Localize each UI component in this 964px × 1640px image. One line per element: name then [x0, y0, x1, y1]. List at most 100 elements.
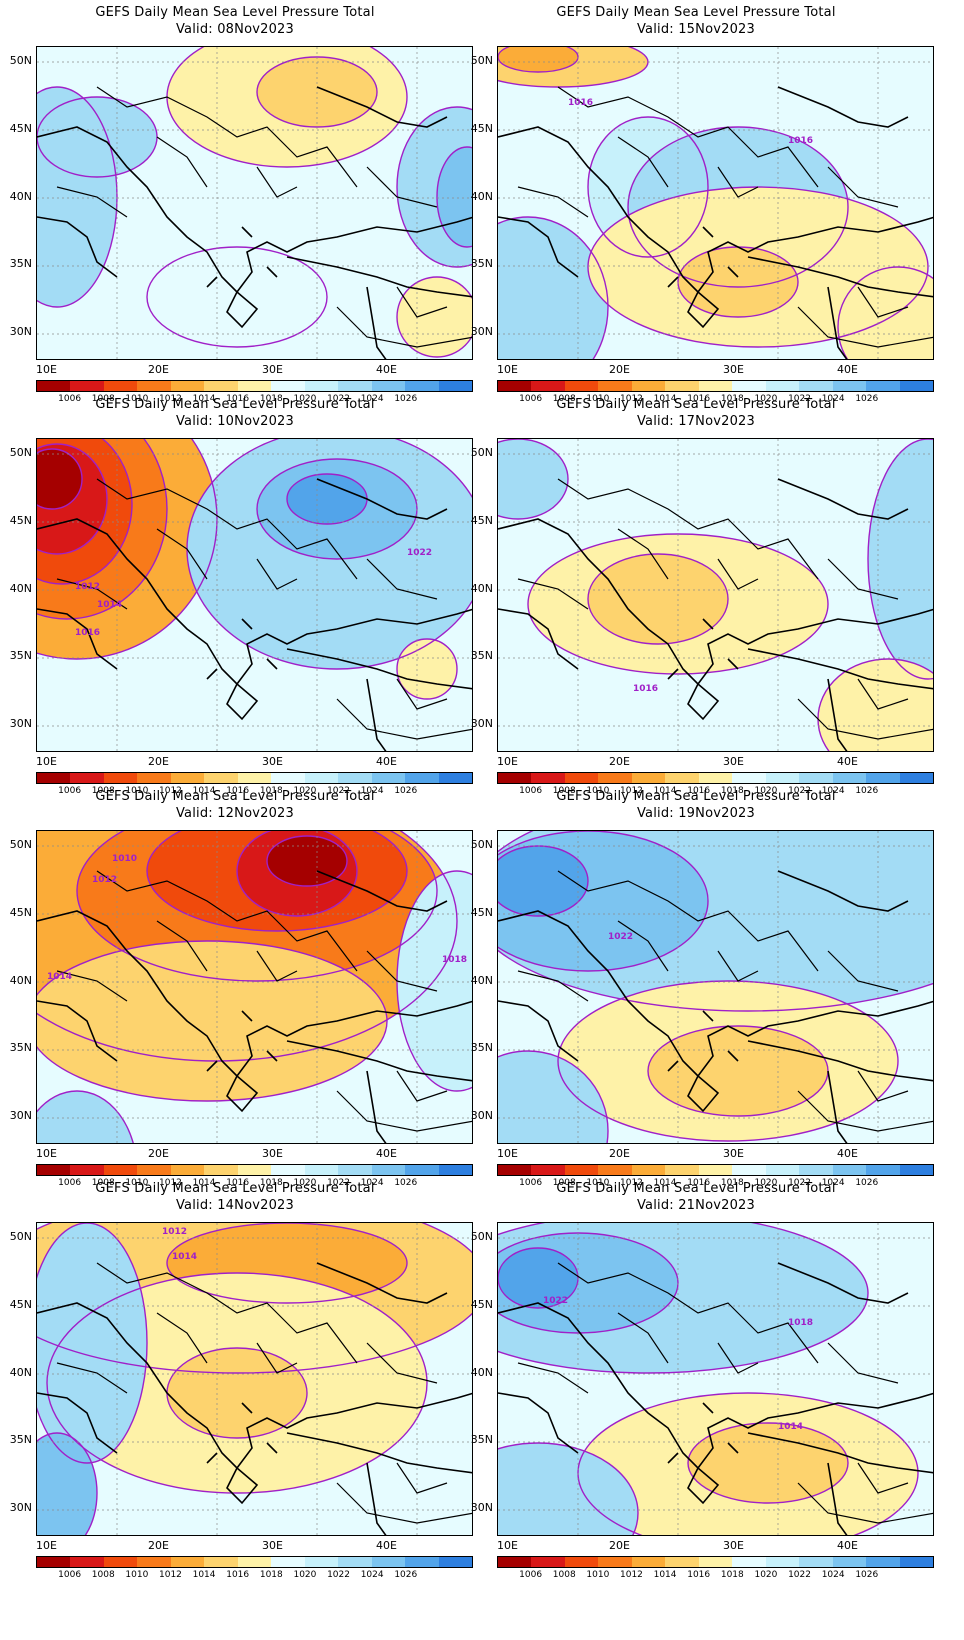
colorbar-label: 1022 [327, 394, 350, 404]
colorbar-label: 1026 [855, 786, 879, 796]
colorbar-swatch [70, 773, 104, 783]
colorbar-label: 1020 [754, 394, 778, 404]
latitude-label: 30N [470, 325, 493, 338]
map-panel: GEFS Daily Mean Sea Level Pressure Total… [0, 1176, 473, 1586]
longitude-label: 40E [837, 755, 858, 768]
latitude-label: 30N [9, 1109, 32, 1122]
country-borders [56, 478, 472, 740]
colorbar-swatch [204, 773, 238, 783]
colorbar-swatch [271, 1557, 305, 1567]
isobar-label: 1018 [788, 1318, 813, 1328]
colorbar-label: 1018 [720, 786, 744, 796]
colorbar-swatch [304, 1557, 339, 1567]
colorbar-swatch [698, 381, 733, 391]
colorbar-label: 1026 [394, 786, 418, 796]
coastline [498, 870, 933, 1143]
colorbar-label: 1012 [159, 786, 182, 796]
pressure-map: 1022 1018 1014 [497, 1222, 934, 1536]
colorbar-swatch [237, 773, 272, 783]
pressure-map: 1022 [497, 830, 934, 1144]
latitude-label: 45N [470, 1298, 493, 1311]
colorbar-swatch [765, 381, 800, 391]
longitude-label: 10E [497, 1539, 518, 1552]
colorbar-swatch [598, 1557, 632, 1567]
colorbar-swatch [866, 381, 900, 391]
colorbar-swatch [137, 1557, 171, 1567]
colorbar-swatch [665, 1557, 699, 1567]
colorbar-swatch [237, 1557, 272, 1567]
colorbar-label: 1006 [519, 394, 543, 404]
colorbar-label: 1026 [855, 1570, 879, 1580]
panel-title: GEFS Daily Mean Sea Level Pressure Total… [0, 1180, 470, 1214]
colorbar-label: 1020 [293, 1178, 317, 1188]
colorbar-swatch [832, 773, 867, 783]
panel-title-main: GEFS Daily Mean Sea Level Pressure Total [95, 397, 375, 412]
isobar-label: 1018 [442, 955, 467, 965]
colorbar-label: 1018 [259, 394, 283, 404]
colorbar-label: 1012 [620, 1570, 643, 1580]
colorbar-swatch [598, 773, 632, 783]
coastline [37, 1262, 472, 1535]
latitude-label: 30N [470, 717, 493, 730]
colorbar-swatch [438, 381, 473, 391]
colorbar-swatch [405, 1165, 439, 1175]
colorbar-swatch [799, 1557, 833, 1567]
isobar-label: 1012 [75, 582, 100, 592]
colorbar [36, 380, 473, 392]
panel-title-main: GEFS Daily Mean Sea Level Pressure Total [556, 5, 836, 20]
colorbar-label: 1014 [192, 1570, 216, 1580]
graticule [498, 1223, 933, 1535]
latitude-label: 30N [9, 1501, 32, 1514]
longitude-label: 20E [609, 755, 630, 768]
colorbar-swatch [237, 381, 272, 391]
colorbar-swatch [765, 1165, 800, 1175]
colorbar-label: 1020 [754, 1178, 778, 1188]
isobar-label: 1012 [92, 875, 117, 885]
panel-valid-date: Valid: 14Nov2023 [175, 1198, 295, 1213]
longitude-label: 30E [262, 1539, 283, 1552]
colorbar-swatch [103, 381, 138, 391]
colorbar-swatch [103, 1165, 138, 1175]
colorbar-swatch [732, 773, 766, 783]
colorbar-label: 1006 [519, 1570, 543, 1580]
longitude-label: 10E [497, 363, 518, 376]
colorbar-label: 1006 [519, 786, 543, 796]
country-borders [56, 1262, 472, 1524]
colorbar-swatch [37, 1557, 71, 1567]
panel-title-main: GEFS Daily Mean Sea Level Pressure Total [95, 789, 375, 804]
colorbar-label: 1020 [754, 786, 778, 796]
colorbar-swatch [631, 773, 666, 783]
colorbar-label: 1016 [226, 1570, 250, 1580]
latitude-label: 45N [9, 514, 32, 527]
colorbar-label: 1008 [552, 786, 576, 796]
colorbar-label: 1026 [394, 1178, 418, 1188]
colorbar-swatch [237, 1165, 272, 1175]
colorbar-label: 1024 [821, 1178, 845, 1188]
colorbar-swatch [37, 381, 71, 391]
colorbar-swatch [765, 1557, 800, 1567]
longitude-label: 10E [36, 1147, 57, 1160]
colorbar-swatch [405, 773, 439, 783]
colorbar-swatch [70, 1557, 104, 1567]
colorbar-label: 1012 [159, 1570, 182, 1580]
colorbar-swatch [899, 773, 934, 783]
latitude-label: 40N [470, 974, 493, 987]
colorbar-label: 1016 [687, 786, 711, 796]
colorbar-label: 1018 [259, 786, 283, 796]
colorbar-label: 1014 [192, 786, 216, 796]
longitude-label: 40E [837, 363, 858, 376]
colorbar-swatch [498, 381, 532, 391]
colorbar-label: 1010 [586, 786, 610, 796]
isobar-label: 1022 [608, 932, 633, 942]
panel-title-main: GEFS Daily Mean Sea Level Pressure Total [95, 5, 375, 20]
longitude-label: 40E [376, 363, 397, 376]
colorbar-label: 1010 [125, 1178, 149, 1188]
coastline [498, 478, 933, 751]
colorbar-label: 1026 [855, 394, 879, 404]
country-borders [517, 86, 933, 348]
pressure-map: 1022 1012 1014 1016 [36, 438, 473, 752]
colorbar-swatch [631, 381, 666, 391]
latitude-label: 40N [470, 1366, 493, 1379]
colorbar-label: 1026 [855, 1178, 879, 1188]
colorbar-label: 1016 [687, 1570, 711, 1580]
